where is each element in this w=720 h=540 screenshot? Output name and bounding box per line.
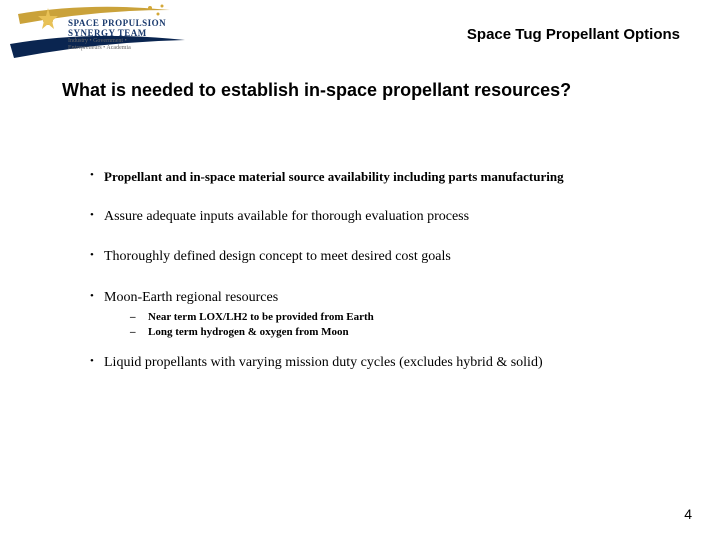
logo-block: SPACE PROPULSION SYNERGY TEAM Industry •… [0, 0, 200, 68]
sub-bullet-item: – Near term LOX/LH2 to be provided from … [130, 310, 670, 325]
bullet-text: Liquid propellants with varying mission … [104, 354, 543, 373]
sub-bullet-item: – Long term hydrogen & oxygen from Moon [130, 325, 670, 340]
sub-bullet-text: Near term LOX/LH2 to be provided from Ea… [148, 310, 374, 325]
logo-line2: SYNERGY TEAM [68, 28, 166, 38]
bullet-text: Propellant and in-space material source … [104, 168, 564, 186]
bullet-item: • Propellant and in-space material sourc… [90, 168, 670, 186]
slide-header: SPACE PROPULSION SYNERGY TEAM Industry •… [0, 0, 720, 70]
bullet-item: • Moon-Earth regional resources [90, 289, 670, 308]
sub-bullet-marker: – [130, 310, 148, 325]
bullet-marker: • [90, 168, 104, 183]
bullet-text: Assure adequate inputs available for tho… [104, 208, 469, 227]
bullet-item: • Liquid propellants with varying missio… [90, 354, 670, 373]
bullet-list: • Propellant and in-space material sourc… [90, 168, 670, 395]
bullet-marker: • [90, 354, 104, 369]
logo-subtitle-1: Industry • Government • [68, 38, 166, 45]
bullet-marker: • [90, 289, 104, 304]
bullet-marker: • [90, 208, 104, 223]
sub-bullet-list: – Near term LOX/LH2 to be provided from … [130, 310, 670, 340]
bullet-item: • Assure adequate inputs available for t… [90, 208, 670, 227]
bullet-item-group: • Moon-Earth regional resources – Near t… [90, 289, 670, 340]
bullet-item: • Thoroughly defined design concept to m… [90, 248, 670, 267]
bullet-text: Thoroughly defined design concept to mee… [104, 248, 451, 267]
bullet-marker: • [90, 248, 104, 263]
sub-bullet-marker: – [130, 325, 148, 340]
slide-title: What is needed to establish in-space pro… [62, 80, 571, 101]
sub-bullet-text: Long term hydrogen & oxygen from Moon [148, 325, 349, 340]
header-title: Space Tug Propellant Options [467, 26, 680, 43]
logo-line1: SPACE PROPULSION [68, 18, 166, 28]
bullet-text: Moon-Earth regional resources [104, 289, 278, 308]
logo-subtitle-2: Entrepreneurs • Academia [68, 45, 166, 52]
logo-text: SPACE PROPULSION SYNERGY TEAM Industry •… [68, 18, 166, 51]
page-number: 4 [684, 506, 692, 522]
